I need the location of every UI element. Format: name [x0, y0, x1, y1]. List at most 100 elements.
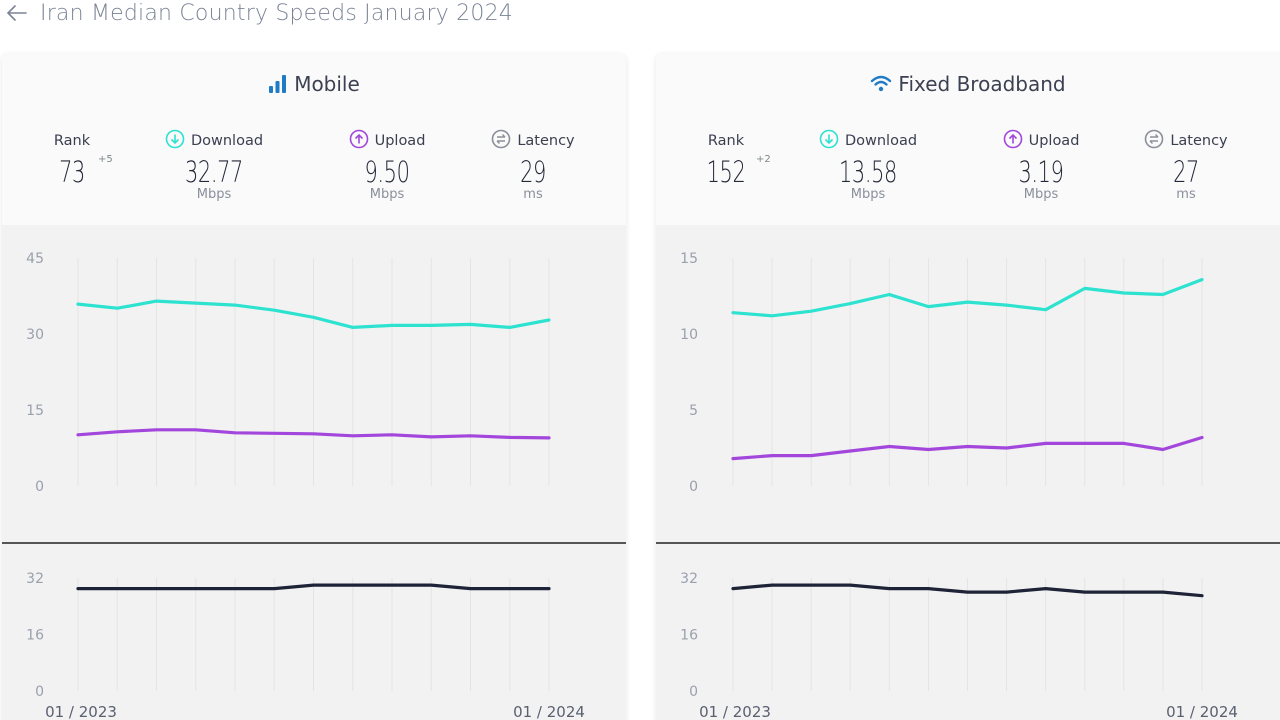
data-point-latency[interactable] — [1042, 585, 1050, 593]
y-tick-label: 16 — [26, 628, 44, 644]
download-value: 32.77 — [185, 155, 243, 189]
data-point-upload[interactable] — [885, 442, 893, 450]
data-point-download[interactable] — [388, 321, 396, 329]
data-point-upload[interactable] — [113, 428, 121, 436]
data-point-latency[interactable] — [768, 581, 776, 589]
data-point-latency[interactable] — [924, 585, 932, 593]
data-point-download[interactable] — [846, 300, 854, 308]
data-point-latency[interactable] — [270, 585, 278, 593]
data-point-download[interactable] — [113, 304, 121, 312]
mobile-latency: Latency 29 ms — [463, 129, 603, 202]
data-point-download[interactable] — [192, 299, 200, 307]
data-point-latency[interactable] — [310, 581, 318, 589]
data-point-upload[interactable] — [270, 429, 278, 437]
data-point-latency[interactable] — [153, 585, 161, 593]
data-point-download[interactable] — [545, 316, 553, 324]
data-point-download[interactable] — [349, 323, 357, 331]
fixed-summary: Fixed Broadband Rank 152 +2 Download 13.… — [656, 54, 1280, 225]
data-point-latency[interactable] — [846, 581, 854, 589]
data-point-download[interactable] — [310, 313, 318, 321]
data-point-upload[interactable] — [349, 432, 357, 440]
data-point-latency[interactable] — [467, 585, 475, 593]
data-point-upload[interactable] — [1042, 439, 1050, 447]
data-point-upload[interactable] — [74, 431, 82, 439]
data-point-upload[interactable] — [1159, 446, 1167, 454]
data-point-download[interactable] — [1198, 276, 1206, 284]
y-tick-label: 32 — [680, 571, 698, 587]
data-point-download[interactable] — [768, 312, 776, 320]
arrow-left-icon[interactable] — [4, 0, 30, 26]
data-point-upload[interactable] — [506, 433, 514, 441]
data-point-upload[interactable] — [807, 452, 815, 460]
data-point-upload[interactable] — [964, 442, 972, 450]
fixed-rank: Rank 152 +2 — [656, 130, 796, 190]
download-value: 13.58 — [839, 155, 897, 189]
data-point-upload[interactable] — [729, 455, 737, 463]
data-point-download[interactable] — [964, 298, 972, 306]
data-point-latency[interactable] — [1003, 588, 1011, 596]
data-point-latency[interactable] — [192, 585, 200, 593]
fixed-broadband-panel: Fixed Broadband Rank 152 +2 Download 13.… — [656, 54, 1280, 720]
data-point-download[interactable] — [1003, 301, 1011, 309]
data-point-upload[interactable] — [846, 447, 854, 455]
download-circle-icon — [819, 129, 839, 153]
data-point-latency[interactable] — [1198, 592, 1206, 600]
data-point-latency[interactable] — [964, 588, 972, 596]
data-point-upload[interactable] — [467, 432, 475, 440]
data-point-download[interactable] — [1042, 306, 1050, 314]
data-point-latency[interactable] — [1120, 588, 1128, 596]
data-point-download[interactable] — [1120, 289, 1128, 297]
data-point-upload[interactable] — [545, 434, 553, 442]
data-point-latency[interactable] — [729, 585, 737, 593]
data-point-latency[interactable] — [231, 585, 239, 593]
upload-unit: Mbps — [1023, 187, 1059, 202]
data-point-latency[interactable] — [807, 581, 815, 589]
data-point-latency[interactable] — [1159, 588, 1167, 596]
data-point-upload[interactable] — [768, 452, 776, 460]
data-point-upload[interactable] — [310, 430, 318, 438]
data-point-latency[interactable] — [1081, 588, 1089, 596]
data-point-download[interactable] — [1081, 284, 1089, 292]
data-point-download[interactable] — [231, 301, 239, 309]
data-point-download[interactable] — [153, 297, 161, 305]
data-point-upload[interactable] — [924, 446, 932, 454]
data-point-upload[interactable] — [153, 426, 161, 434]
data-point-download[interactable] — [885, 290, 893, 298]
data-point-download[interactable] — [807, 307, 815, 315]
data-point-upload[interactable] — [427, 433, 435, 441]
fixed-latency: Latency 27 ms — [1116, 129, 1256, 202]
y-tick-label: 5 — [689, 403, 698, 419]
rank-label: Rank — [707, 133, 745, 149]
data-point-upload[interactable] — [1198, 434, 1206, 442]
mobile-speed-chart: 0 15 30 45 — [26, 251, 553, 495]
latency-circle-icon — [1144, 129, 1164, 153]
data-point-upload[interactable] — [231, 429, 239, 437]
data-point-latency[interactable] — [74, 585, 82, 593]
x-tick-start: 01 / 2023 — [45, 703, 117, 720]
y-tick-label: 0 — [35, 684, 44, 700]
data-point-latency[interactable] — [506, 585, 514, 593]
data-point-download[interactable] — [506, 323, 514, 331]
data-point-upload[interactable] — [388, 431, 396, 439]
data-point-download[interactable] — [924, 303, 932, 311]
data-point-latency[interactable] — [427, 581, 435, 589]
data-point-download[interactable] — [729, 309, 737, 317]
upload-label: Upload — [374, 133, 426, 149]
data-point-download[interactable] — [467, 320, 475, 328]
data-point-upload[interactable] — [1003, 444, 1011, 452]
data-point-latency[interactable] — [113, 585, 121, 593]
data-point-latency[interactable] — [388, 581, 396, 589]
data-point-latency[interactable] — [545, 585, 553, 593]
y-tick-label: 30 — [26, 327, 44, 343]
data-point-latency[interactable] — [349, 581, 357, 589]
data-point-upload[interactable] — [1120, 439, 1128, 447]
x-tick-end: 01 / 2024 — [513, 703, 585, 720]
data-point-upload[interactable] — [192, 426, 200, 434]
data-point-latency[interactable] — [885, 585, 893, 593]
data-point-upload[interactable] — [1081, 439, 1089, 447]
data-point-download[interactable] — [427, 321, 435, 329]
data-point-download[interactable] — [74, 300, 82, 308]
data-point-download[interactable] — [270, 306, 278, 314]
data-point-download[interactable] — [1159, 290, 1167, 298]
series-line-download — [76, 299, 551, 330]
